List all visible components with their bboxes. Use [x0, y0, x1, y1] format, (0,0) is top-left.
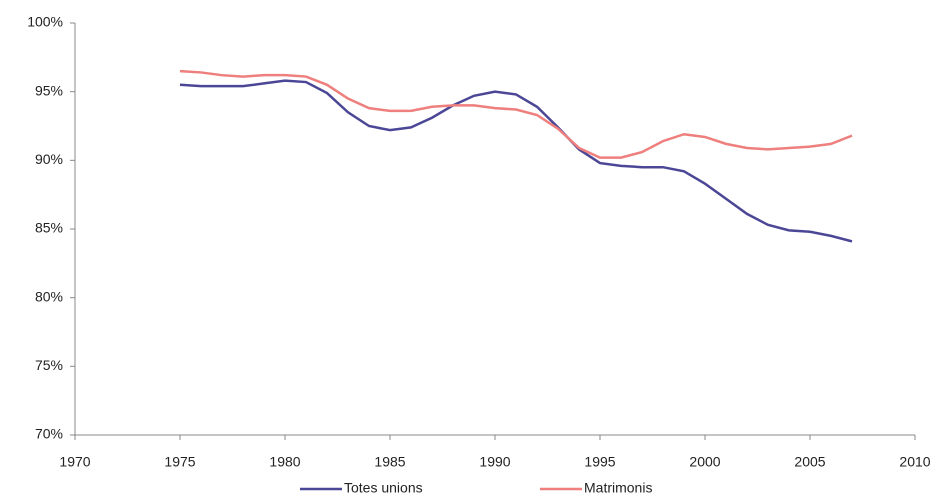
- series-line: [179, 79, 853, 243]
- x-tick-label: 1985: [374, 454, 405, 470]
- x-tick-label: 1975: [164, 454, 195, 470]
- x-tick-label: 2010: [899, 454, 930, 470]
- legend-label: Matrimonis: [584, 480, 652, 496]
- y-tick-label: 80%: [35, 288, 63, 304]
- x-tick-label: 1980: [269, 454, 300, 470]
- y-tick-label: 75%: [35, 357, 63, 373]
- y-tick-label: 70%: [35, 426, 63, 442]
- x-tick-label: 2005: [794, 454, 825, 470]
- x-tick-label: 1990: [479, 454, 510, 470]
- series-line: [179, 69, 853, 159]
- legend-label: Totes unions: [344, 480, 423, 496]
- x-tick-label: 1995: [584, 454, 615, 470]
- y-tick-label: 100%: [27, 14, 63, 30]
- y-tick-label: 95%: [35, 82, 63, 98]
- x-tick-label: 1970: [59, 454, 90, 470]
- y-tick-label: 85%: [35, 220, 63, 236]
- x-tick-label: 2000: [689, 454, 720, 470]
- y-tick-label: 90%: [35, 151, 63, 167]
